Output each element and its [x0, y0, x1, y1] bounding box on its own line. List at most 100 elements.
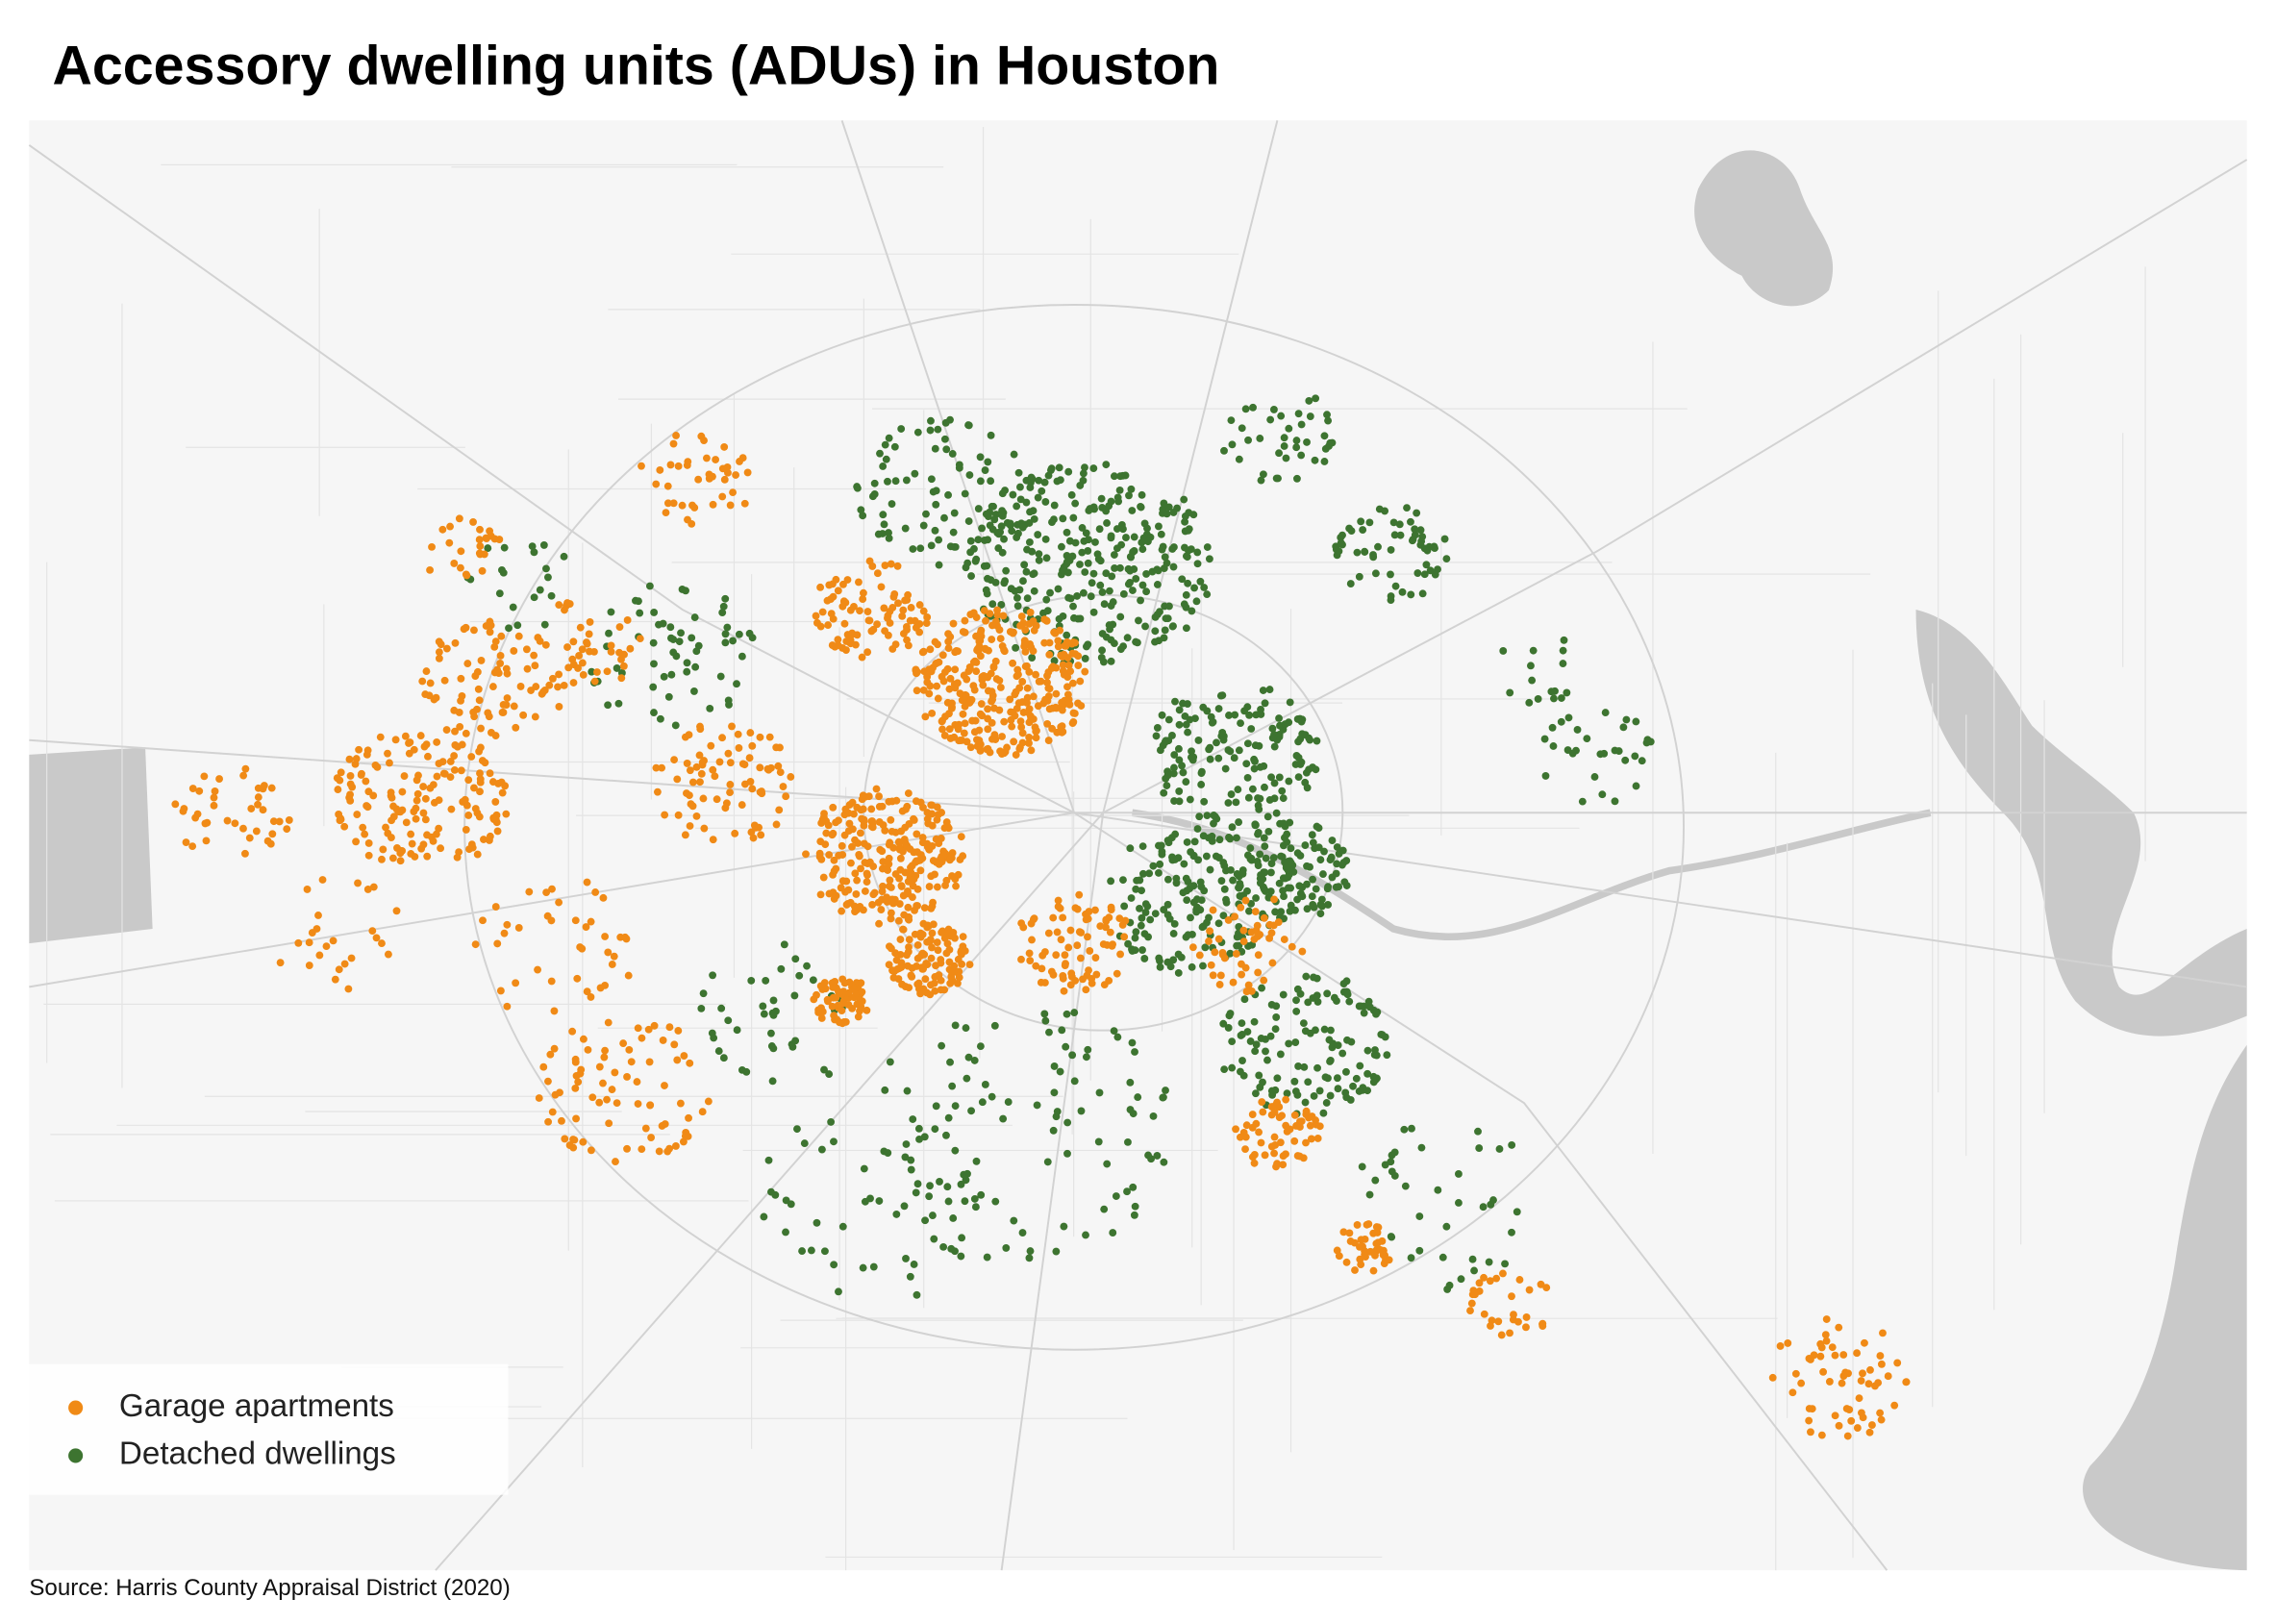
detached-dwelling-dot	[1390, 1148, 1399, 1157]
detached-dwelling-dot	[1240, 995, 1249, 1004]
garage-apartment-dot	[1054, 896, 1063, 905]
detached-dwelling-dot	[738, 652, 746, 661]
detached-dwelling-dot	[991, 511, 1000, 519]
garage-apartment-dot	[1059, 661, 1067, 669]
garage-apartment-dot	[853, 631, 862, 639]
garage-apartment-dot	[1047, 967, 1056, 976]
detached-dwelling-dot	[964, 1053, 973, 1062]
garage-apartment-dot	[1009, 659, 1017, 667]
garage-apartment-dot	[919, 686, 928, 694]
detached-dwelling-dot	[955, 463, 963, 472]
garage-apartment-dot	[1051, 703, 1060, 712]
garage-apartment-dot	[624, 971, 633, 980]
legend-box	[29, 1363, 509, 1495]
garage-apartment-dot	[840, 619, 849, 628]
garage-apartment-dot	[421, 815, 430, 824]
garage-apartment-dot	[510, 647, 518, 655]
detached-dwelling-dot	[1220, 885, 1229, 893]
garage-apartment-dot	[418, 677, 427, 686]
garage-apartment-dot	[276, 959, 285, 967]
detached-dwelling-dot	[694, 641, 703, 650]
garage-apartment-dot	[885, 860, 893, 868]
detached-dwelling-dot	[1363, 1046, 1372, 1055]
detached-dwelling-dot	[981, 1081, 989, 1088]
detached-dwelling-dot	[1181, 512, 1189, 520]
detached-dwelling-dot	[1241, 405, 1250, 413]
detached-dwelling-dot	[1299, 1019, 1308, 1028]
detached-dwelling-dot	[1220, 1065, 1229, 1074]
garage-apartment-dot	[746, 729, 755, 737]
detached-dwelling-dot	[1400, 1125, 1409, 1134]
garage-apartment-dot	[1270, 1149, 1279, 1158]
garage-apartment-dot	[1232, 1125, 1240, 1134]
garage-apartment-dot	[623, 616, 632, 624]
garage-apartment-dot	[1816, 1339, 1825, 1348]
garage-apartment-dot	[825, 581, 834, 589]
detached-dwelling-dot	[1158, 711, 1166, 719]
detached-dwelling-dot	[1042, 554, 1051, 562]
garage-apartment-dot	[613, 1099, 621, 1108]
garage-apartment-dot	[223, 816, 232, 825]
garage-apartment-dot	[950, 962, 959, 970]
garage-apartment-dot	[362, 777, 370, 786]
detached-dwelling-dot	[940, 513, 948, 522]
detached-dwelling-dot	[1047, 464, 1056, 473]
garage-apartment-dot	[1351, 1266, 1359, 1274]
garage-apartment-dot	[583, 878, 591, 887]
garage-apartment-dot	[426, 784, 435, 792]
garage-apartment-dot	[1816, 1352, 1825, 1361]
garage-apartment-dot	[416, 732, 425, 740]
detached-dwelling-dot	[748, 634, 757, 642]
detached-dwelling-dot	[1312, 394, 1320, 403]
detached-dwelling-dot	[1179, 699, 1187, 708]
garage-apartment-dot	[867, 627, 876, 636]
detached-dwelling-dot	[1275, 714, 1283, 722]
garage-apartment-dot	[959, 710, 967, 718]
detached-dwelling-dot	[1153, 724, 1162, 732]
detached-dwelling-dot	[928, 1212, 937, 1220]
detached-dwelling-dot	[1102, 461, 1111, 469]
detached-dwelling-dot	[605, 629, 613, 637]
detached-dwelling-dot	[1013, 602, 1022, 611]
detached-dwelling-dot	[1052, 1247, 1061, 1256]
garage-apartment-dot	[700, 824, 709, 833]
garage-apartment-dot	[1009, 709, 1017, 716]
detached-dwelling-dot	[1063, 528, 1071, 537]
detached-dwelling-dot	[1145, 869, 1154, 878]
detached-dwelling-dot	[1103, 1160, 1112, 1168]
garage-apartment-dot	[437, 640, 445, 649]
garage-apartment-dot	[935, 971, 943, 979]
garage-apartment-dot	[378, 939, 386, 948]
garage-apartment-dot	[937, 956, 945, 963]
garage-apartment-dot	[1041, 695, 1049, 704]
garage-apartment-dot	[748, 785, 757, 793]
garage-apartment-dot	[457, 766, 465, 775]
garage-apartment-dot	[984, 714, 992, 723]
detached-dwelling-dot	[1142, 587, 1151, 596]
detached-dwelling-dot	[1415, 1212, 1424, 1220]
garage-apartment-dot	[445, 538, 454, 547]
garage-apartment-dot	[548, 674, 557, 683]
detached-dwelling-dot	[934, 425, 942, 434]
detached-dwelling-dot	[913, 428, 922, 437]
garage-apartment-dot	[351, 760, 360, 768]
detached-dwelling-dot	[1411, 525, 1419, 534]
detached-dwelling-dot	[1187, 545, 1195, 554]
detached-dwelling-dot	[1250, 1017, 1259, 1026]
garage-apartment-dot	[933, 682, 941, 690]
detached-dwelling-dot	[1638, 757, 1646, 765]
garage-apartment-dot	[387, 834, 395, 841]
garage-apartment-dot	[899, 630, 908, 637]
detached-dwelling-dot	[1270, 406, 1278, 413]
garage-apartment-dot	[571, 1084, 580, 1092]
detached-dwelling-dot	[1418, 589, 1427, 598]
garage-apartment-dot	[1021, 626, 1030, 634]
garage-apartment-dot	[709, 500, 717, 509]
detached-dwelling-dot	[857, 506, 865, 514]
detached-dwelling-dot	[876, 449, 884, 458]
garage-apartment-dot	[384, 749, 391, 758]
detached-dwelling-dot	[691, 662, 700, 671]
detached-dwelling-dot	[1193, 560, 1202, 568]
detached-dwelling-dot	[1256, 435, 1264, 442]
detached-dwelling-dot	[884, 477, 891, 486]
